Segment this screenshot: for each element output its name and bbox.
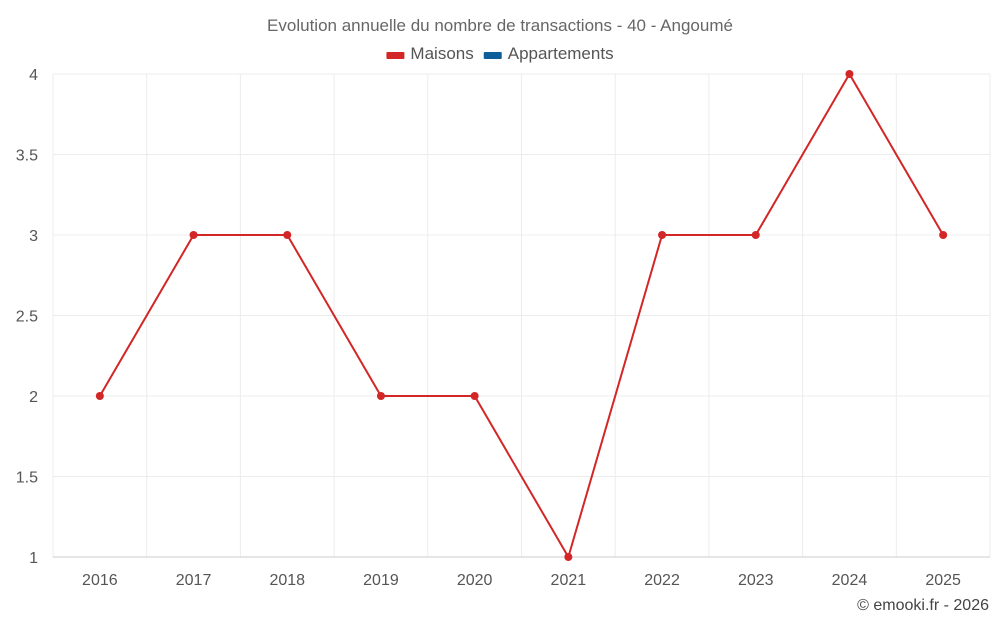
y-tick-label: 2.5 — [16, 309, 38, 326]
x-axis-ticks: 2016 2017 2018 2019 2020 2021 2022 2023 2024 2025 — [82, 572, 961, 589]
legend-label: Maisons — [410, 44, 473, 63]
x-tick-label: 2016 — [82, 572, 118, 589]
y-axis-ticks: 1 1.5 2 2.5 3 3.5 4 — [16, 67, 38, 567]
x-tick-label: 2019 — [363, 572, 399, 589]
x-tick-label: 2021 — [551, 572, 587, 589]
x-tick-label: 2020 — [457, 572, 493, 589]
data-point[interactable] — [845, 70, 854, 78]
y-tick-label: 3 — [29, 228, 38, 245]
data-point[interactable] — [751, 231, 760, 239]
data-point[interactable] — [189, 231, 198, 239]
series-maisons — [95, 70, 948, 561]
legend-label: Appartements — [508, 44, 614, 63]
series-layer — [95, 70, 948, 561]
legend: Maisons Appartements — [386, 44, 614, 63]
legend-item[interactable]: Appartements — [483, 44, 614, 63]
x-tick-label: 2022 — [644, 572, 680, 589]
data-point[interactable] — [939, 231, 948, 239]
x-tick-label: 2025 — [925, 572, 961, 589]
x-tick-label: 2024 — [832, 572, 868, 589]
y-tick-label: 1 — [29, 550, 38, 567]
x-tick-label: 2018 — [269, 572, 305, 589]
legend-swatch — [483, 52, 502, 59]
y-tick-label: 1.5 — [16, 470, 38, 487]
data-point[interactable] — [283, 231, 292, 239]
credit-text: © emooki.fr - 2026 — [857, 597, 989, 614]
x-tick-label: 2023 — [738, 572, 774, 589]
x-tick-label: 2017 — [176, 572, 212, 589]
y-tick-label: 2 — [29, 389, 38, 406]
chart-title: Evolution annuelle du nombre de transact… — [267, 16, 733, 35]
data-point[interactable] — [564, 553, 573, 561]
y-tick-label: 4 — [29, 67, 38, 84]
data-point[interactable] — [470, 392, 479, 400]
legend-swatch — [386, 52, 405, 59]
legend-item[interactable]: Maisons — [386, 44, 474, 63]
y-tick-label: 3.5 — [16, 148, 38, 165]
data-point[interactable] — [658, 231, 667, 239]
data-point[interactable] — [95, 392, 104, 400]
series-line — [98, 73, 945, 558]
data-point[interactable] — [376, 392, 385, 400]
